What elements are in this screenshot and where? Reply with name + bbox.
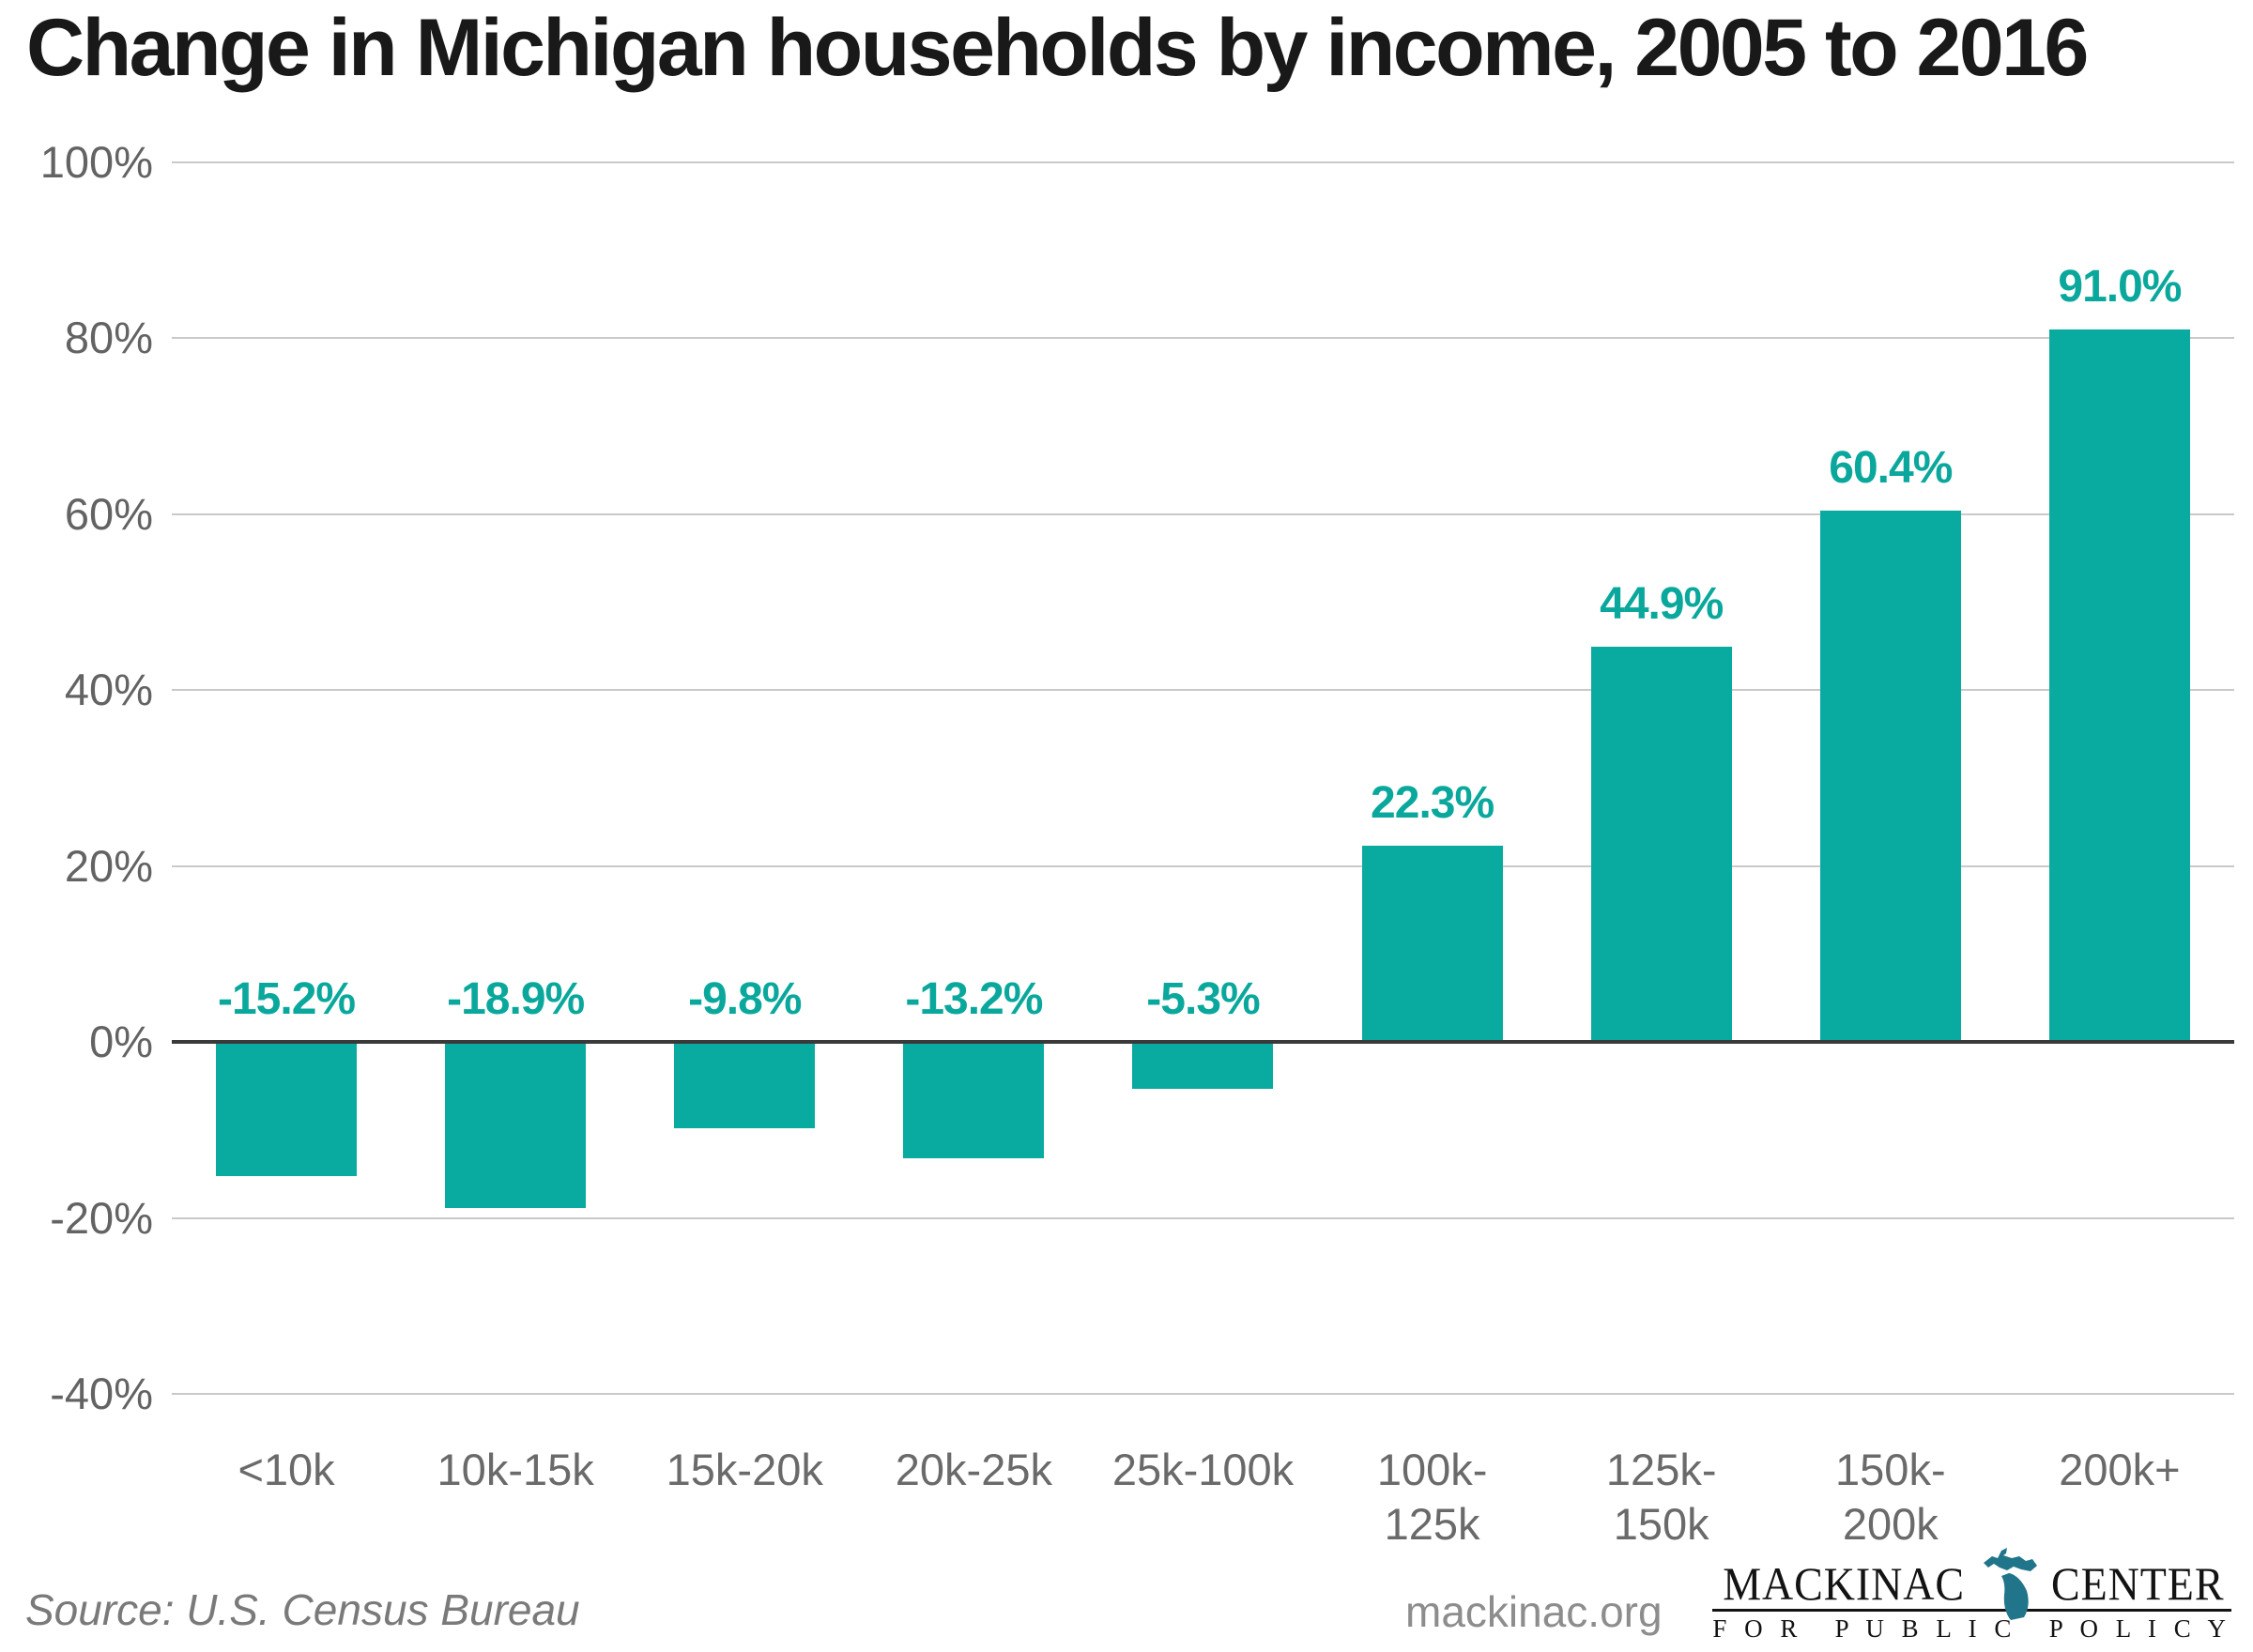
bar-value-label: 22.3% [1371, 778, 1494, 829]
gridline [172, 161, 2234, 163]
gridline [172, 512, 2234, 515]
x-axis-category-label: 15k-20k [666, 1445, 823, 1494]
bar-column: 44.9% 125k- 150k [1547, 162, 1776, 1549]
x-axis-category-label: 125k- 150k [1605, 1445, 1717, 1549]
logo-word-mackinac: MACKINAC [1723, 1557, 1966, 1610]
bar-column: 91.0% 200k+ [2005, 162, 2234, 1494]
logo-tagline-word: P U B L I C [1834, 1614, 2017, 1643]
y-axis-tick-label: 40% [64, 665, 153, 715]
x-axis-category-label: 200k+ [2059, 1445, 2181, 1494]
x-axis-category-label: 100k- 125k [1376, 1445, 1488, 1549]
bar [1590, 647, 1732, 1043]
logo-tagline-word: P O L I C Y [2048, 1614, 2231, 1643]
michigan-state-icon [1983, 1548, 2037, 1620]
bar-value-label: 91.0% [2058, 262, 2182, 313]
x-axis-category-label: 10k-15k [437, 1445, 594, 1494]
site-url: mackinac.org [1405, 1587, 1663, 1636]
bar [2048, 329, 2190, 1043]
bar-column: -15.2% <10k [172, 162, 401, 1494]
logo-wordmark: MACKINAC CENTER [1712, 1547, 2231, 1620]
x-axis-category-label: <10k [238, 1445, 335, 1494]
bar [1361, 846, 1503, 1043]
y-axis-tick-label: 100% [39, 137, 153, 187]
bar [445, 1042, 587, 1209]
bar [1819, 511, 1961, 1043]
gridline [172, 864, 2234, 867]
y-axis-tick-label: -20% [50, 1192, 153, 1243]
y-axis-tick-label: -40% [50, 1369, 153, 1418]
source-note: Source: U.S. Census Bureau [25, 1585, 580, 1634]
gridline [172, 1216, 2234, 1219]
zero-axis-line [172, 1040, 2234, 1045]
bar-column: 22.3% 100k- 125k [1318, 162, 1547, 1549]
bar-value-label: -5.3% [1146, 974, 1260, 1025]
gridline [172, 689, 2234, 692]
bar-column: 60.4% 150k- 200k [1776, 162, 2005, 1549]
bar-chart-plot-area: 100% 80% 60% 40% 20% 0% -20% -40% -15.2% <10k -18.… [40, 140, 2234, 1549]
bar [674, 1042, 816, 1128]
gridline [172, 1393, 2234, 1395]
bar [216, 1042, 358, 1176]
x-axis-category-label: 25k-100k [1111, 1445, 1295, 1494]
bar-value-label: 44.9% [1600, 579, 1724, 630]
bar-value-label: -15.2% [218, 974, 356, 1025]
x-axis-category-label: 150k- 200k [1835, 1445, 1946, 1549]
y-axis-tick-label: 80% [64, 313, 153, 363]
chart-title: Change in Michigan households by income,… [26, 3, 2089, 93]
x-axis-category-label: 20k-25k [895, 1445, 1052, 1494]
logo-tagline-word: F O R [1712, 1614, 1803, 1643]
y-axis-tick-label: 0% [89, 1017, 153, 1067]
bar [903, 1042, 1045, 1158]
bar-value-label: -18.9% [447, 974, 585, 1025]
bar-value-label: -9.8% [688, 974, 802, 1025]
bar-column: -5.3% 25k-100k [1088, 162, 1317, 1494]
logo-word-center: CENTER [2050, 1557, 2224, 1610]
gridline [172, 337, 2234, 340]
bar [1132, 1042, 1274, 1089]
bar-value-label: -13.2% [905, 974, 1043, 1025]
bar-column: -9.8% 15k-20k [630, 162, 859, 1494]
bar-column: -18.9% 10k-15k [401, 162, 630, 1494]
bar-value-label: 60.4% [1829, 443, 1953, 494]
y-axis-tick-label: 20% [64, 840, 153, 891]
logo-tagline: F O R P U B L I C P O L I C Y [1712, 1614, 2231, 1643]
y-axis-tick-label: 60% [64, 488, 153, 539]
mackinac-center-logo: MACKINAC CENTER F O R P U B L I C P O L … [1712, 1547, 2231, 1643]
bar-column: -13.2% 20k-25k [859, 162, 1088, 1494]
